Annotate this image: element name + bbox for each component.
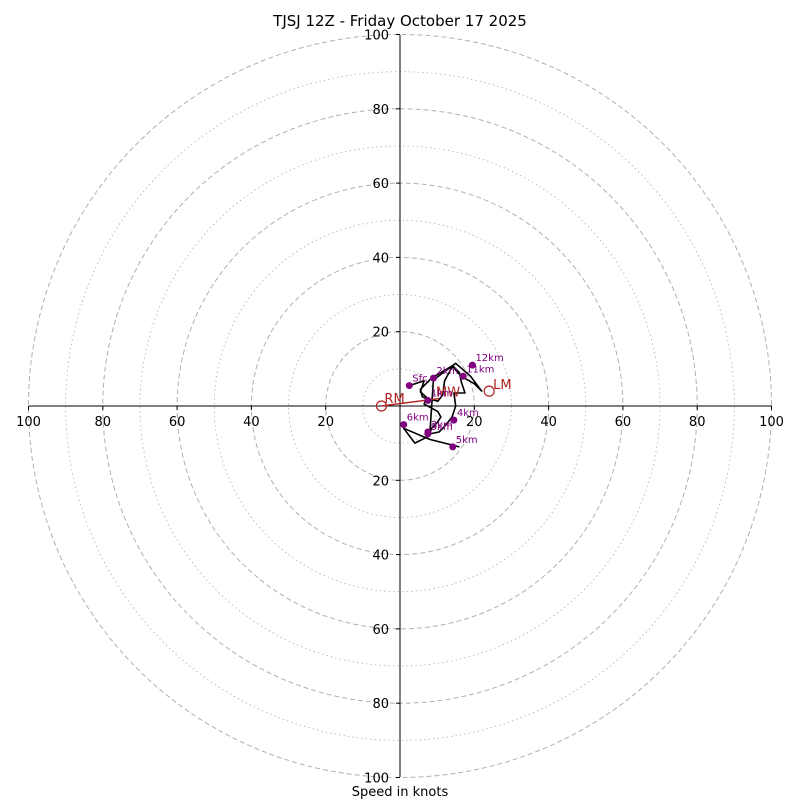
- height-point-2km: [429, 374, 437, 382]
- vector-label-mw: MW: [436, 386, 460, 401]
- x-tick-label: 60: [615, 415, 632, 430]
- y-tick-label: 40: [372, 251, 389, 266]
- x-tick-label: 60: [169, 415, 186, 430]
- x-tick-label: 20: [466, 415, 483, 430]
- x-tick-label: 100: [759, 415, 784, 430]
- height-label-12km: 12km: [475, 353, 503, 364]
- height-point-sfc: [405, 382, 413, 390]
- y-tick-label: 60: [372, 177, 389, 192]
- height-label-2km: 2km: [436, 366, 458, 377]
- y-tick-label: 100: [364, 29, 389, 44]
- y-tick-label: 60: [372, 623, 389, 638]
- height-point-5km: [449, 443, 457, 451]
- y-tick-label: 20: [372, 326, 389, 341]
- height-point-11km: [459, 372, 467, 380]
- hodograph-line: [402, 362, 483, 448]
- height-point-9km: [424, 430, 432, 438]
- x-tick-labels: 100 80 60 40 20 20 40 60 80 100: [16, 406, 784, 430]
- height-label-11km: 11km: [466, 364, 494, 375]
- y-tick-label: 80: [372, 103, 389, 118]
- height-label-9km: 9km: [431, 422, 453, 433]
- x-tick-label: 100: [16, 415, 41, 430]
- x-tick-label: 80: [95, 415, 112, 430]
- chart-title: TJSJ 12Z - Friday October 17 2025: [272, 12, 527, 30]
- height-label-4km: 4km: [457, 408, 479, 419]
- x-tick-label: 20: [317, 415, 334, 430]
- vector-marker-rm: [375, 400, 388, 412]
- height-label-3km: 3km: [431, 420, 453, 431]
- height-label-1km: 1km: [431, 388, 453, 399]
- height-point-1km: [424, 396, 432, 404]
- y-tick-labels: 100 80 60 40 20 20 40 60 80 100: [364, 29, 400, 787]
- y-tick-label: 100: [364, 772, 389, 787]
- height-point-12km: [468, 361, 476, 369]
- x-tick-label: 40: [540, 415, 557, 430]
- vector-label-rm: RM: [384, 392, 404, 407]
- hodograph-trace: [402, 362, 483, 448]
- height-label-5km: 5km: [456, 435, 478, 446]
- y-tick-label: 20: [372, 474, 389, 489]
- x-tick-label: 40: [243, 415, 260, 430]
- height-point-4km: [450, 416, 458, 424]
- storm-vectors: RM MW LM: [375, 378, 512, 412]
- y-tick-label: 80: [372, 697, 389, 712]
- vector-label-lm: LM: [493, 378, 511, 393]
- x-axis-label: Speed in knots: [352, 785, 449, 800]
- y-tick-label: 40: [372, 549, 389, 564]
- height-point-6km: [400, 421, 408, 429]
- height-label-6km: 6km: [407, 413, 429, 424]
- vector-marker-lm: [483, 385, 495, 397]
- x-tick-label: 80: [689, 415, 706, 430]
- height-label-sfc: Sfc: [412, 374, 427, 385]
- axes: [29, 35, 772, 777]
